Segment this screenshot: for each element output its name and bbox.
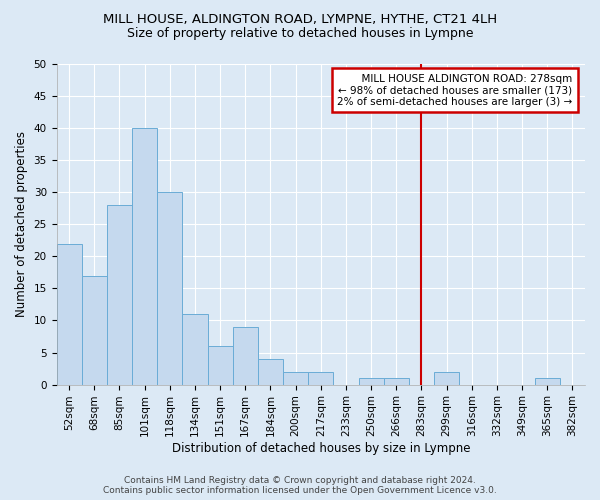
Bar <box>182 314 208 384</box>
Bar <box>359 378 383 384</box>
Bar <box>233 327 258 384</box>
Y-axis label: Number of detached properties: Number of detached properties <box>15 132 28 318</box>
Bar <box>132 128 157 384</box>
Text: MILL HOUSE ALDINGTON ROAD: 278sqm
← 98% of detached houses are smaller (173)
2% : MILL HOUSE ALDINGTON ROAD: 278sqm ← 98% … <box>337 74 572 107</box>
Text: MILL HOUSE, ALDINGTON ROAD, LYMPNE, HYTHE, CT21 4LH: MILL HOUSE, ALDINGTON ROAD, LYMPNE, HYTH… <box>103 12 497 26</box>
Bar <box>283 372 308 384</box>
Bar <box>157 192 182 384</box>
Bar <box>383 378 409 384</box>
Bar <box>258 359 283 384</box>
Bar <box>82 276 107 384</box>
Bar <box>535 378 560 384</box>
Bar <box>56 244 82 384</box>
Text: Size of property relative to detached houses in Lympne: Size of property relative to detached ho… <box>127 28 473 40</box>
Bar <box>208 346 233 385</box>
X-axis label: Distribution of detached houses by size in Lympne: Distribution of detached houses by size … <box>172 442 470 455</box>
Text: Contains HM Land Registry data © Crown copyright and database right 2024.
Contai: Contains HM Land Registry data © Crown c… <box>103 476 497 495</box>
Bar <box>308 372 334 384</box>
Bar <box>434 372 459 384</box>
Bar <box>107 205 132 384</box>
